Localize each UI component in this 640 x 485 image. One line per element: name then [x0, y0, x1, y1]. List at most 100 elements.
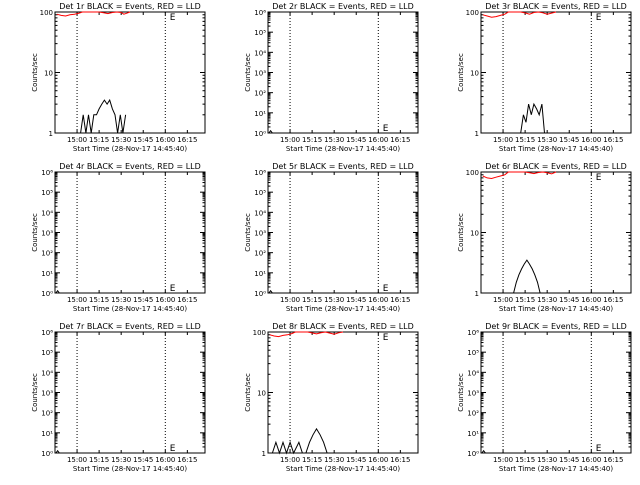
x-tick-label: 15:00	[280, 456, 300, 464]
x-tick-label: 15:15	[89, 136, 109, 144]
y-axis-label: Counts/sec	[457, 53, 465, 92]
chart-title: Det 5r BLACK = Events, RED = LLD	[272, 162, 414, 171]
x-axis-label: Start Time (28-Nov-17 14:45:40)	[286, 465, 400, 473]
x-tick-label: 15:00	[493, 456, 513, 464]
y-tick-label: 10⁰	[467, 450, 479, 458]
chart-title: Det 6r BLACK = Events, RED = LLD	[485, 162, 627, 171]
y-tick-label: 10¹	[41, 430, 53, 438]
x-axis-label: Start Time (28-Nov-17 14:45:40)	[499, 465, 613, 473]
x-tick-label: 15:30	[537, 136, 557, 144]
x-tick-label: 15:15	[515, 136, 535, 144]
y-tick-label: 10³	[41, 230, 53, 238]
x-tick-label: 15:45	[133, 136, 153, 144]
y-tick-label: 1	[475, 290, 479, 298]
y-tick-label: 10²	[467, 410, 479, 418]
x-axis-label: Start Time (28-Nov-17 14:45:40)	[73, 305, 187, 313]
x-tick-label: 15:15	[302, 136, 322, 144]
e-marker: E	[170, 284, 176, 294]
x-tick-label: 15:45	[559, 296, 579, 304]
y-tick-label: 10⁵	[254, 189, 266, 197]
y-tick-label: 100	[253, 329, 266, 337]
x-tick-label: 16:15	[177, 296, 197, 304]
y-tick-label: 10⁶	[41, 169, 53, 177]
x-axis-label: Start Time (28-Nov-17 14:45:40)	[286, 145, 400, 153]
y-tick-label: 100	[40, 9, 53, 17]
y-tick-label: 10⁵	[467, 349, 479, 357]
x-tick-label: 16:00	[581, 296, 601, 304]
y-tick-label: 10³	[254, 230, 266, 238]
x-tick-label: 15:00	[280, 136, 300, 144]
y-tick-label: 10⁶	[254, 9, 266, 17]
e-marker: E	[383, 124, 389, 134]
y-tick-label: 10	[257, 390, 266, 398]
y-tick-label: 10³	[41, 390, 53, 398]
x-tick-label: 15:30	[537, 456, 557, 464]
x-tick-label: 15:15	[302, 296, 322, 304]
x-tick-label: 16:15	[603, 456, 623, 464]
x-tick-label: 15:00	[67, 296, 87, 304]
x-tick-label: 16:15	[603, 136, 623, 144]
x-tick-label: 15:00	[67, 456, 87, 464]
series-line-1	[55, 449, 60, 454]
x-tick-label: 15:45	[346, 296, 366, 304]
y-axis-label: Counts/sec	[31, 53, 39, 92]
y-tick-label: 10	[44, 70, 53, 78]
x-tick-label: 15:30	[324, 136, 344, 144]
x-tick-label: 15:30	[324, 456, 344, 464]
y-axis-label: Counts/sec	[31, 213, 39, 252]
y-tick-label: 10⁴	[254, 209, 266, 217]
y-tick-label: 10⁴	[41, 369, 53, 377]
x-tick-label: 15:15	[89, 456, 109, 464]
x-tick-label: 16:00	[155, 456, 175, 464]
e-marker: E	[170, 13, 176, 23]
x-tick-label: 16:15	[390, 136, 410, 144]
y-axis-label: Counts/sec	[457, 373, 465, 412]
x-tick-label: 16:15	[390, 456, 410, 464]
x-axis-label: Start Time (28-Nov-17 14:45:40)	[499, 305, 613, 313]
x-tick-label: 15:15	[515, 456, 535, 464]
y-tick-label: 10¹	[41, 270, 53, 278]
x-tick-label: 15:30	[111, 296, 131, 304]
y-tick-label: 10⁴	[41, 209, 53, 217]
x-tick-label: 16:00	[368, 136, 388, 144]
y-tick-label: 10¹	[467, 430, 479, 438]
x-tick-label: 15:30	[111, 136, 131, 144]
y-tick-label: 10⁴	[467, 369, 479, 377]
x-tick-label: 15:00	[67, 136, 87, 144]
x-tick-label: 16:00	[155, 136, 175, 144]
y-tick-label: 100	[466, 9, 479, 17]
y-tick-label: 10⁰	[254, 130, 266, 138]
e-marker: E	[596, 444, 602, 454]
y-axis-label: Counts/sec	[244, 373, 252, 412]
x-tick-label: 15:45	[346, 136, 366, 144]
x-tick-label: 15:45	[559, 136, 579, 144]
y-axis-label: Counts/sec	[31, 373, 39, 412]
e-marker: E	[596, 173, 602, 183]
y-tick-label: 10²	[254, 250, 266, 258]
x-tick-label: 15:30	[324, 296, 344, 304]
series-line-1	[513, 259, 541, 294]
series-line-2	[269, 331, 344, 338]
y-tick-label: 10⁰	[254, 290, 266, 298]
y-tick-label: 10⁶	[467, 329, 479, 337]
y-tick-label: 10	[470, 70, 479, 78]
y-axis-label: Counts/sec	[244, 53, 252, 92]
x-tick-label: 16:00	[581, 136, 601, 144]
y-tick-label: 10¹	[254, 270, 266, 278]
x-tick-label: 15:30	[111, 456, 131, 464]
series-line-1	[505, 102, 545, 134]
x-tick-label: 15:45	[133, 456, 153, 464]
x-tick-label: 16:15	[177, 456, 197, 464]
x-tick-label: 15:15	[89, 296, 109, 304]
chart-title: Det 7r BLACK = Events, RED = LLD	[59, 322, 201, 331]
y-tick-label: 10⁵	[41, 349, 53, 357]
y-tick-label: 10⁰	[41, 290, 53, 298]
series-line-1	[481, 449, 486, 454]
x-axis-label: Start Time (28-Nov-17 14:45:40)	[286, 305, 400, 313]
y-tick-label: 1	[262, 450, 266, 458]
